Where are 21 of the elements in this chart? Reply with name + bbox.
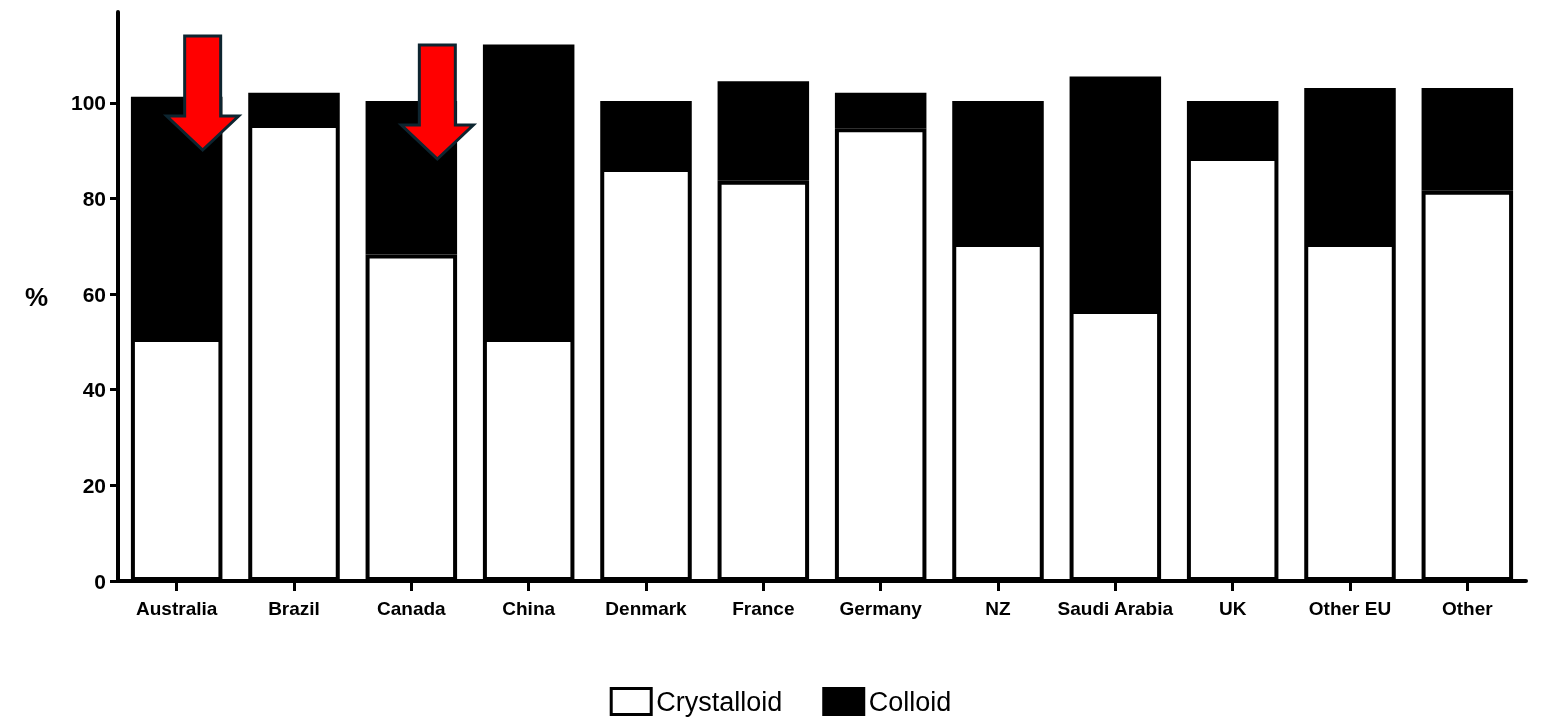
y-tick-label: 20 <box>82 473 106 497</box>
y-tick-label: 60 <box>82 282 106 306</box>
legend-label: Colloid <box>868 686 952 717</box>
x-tick-label: Other EU <box>1308 598 1392 619</box>
x-tick-label: Germany <box>839 598 923 619</box>
y-tick-label: 100 <box>70 91 106 115</box>
x-tick-label: Australia <box>136 598 218 619</box>
legend-label: Crystalloid <box>656 686 783 717</box>
y-axis-title: % <box>24 281 48 312</box>
y-tick-label: 0 <box>94 569 106 593</box>
y-tick-label: 40 <box>82 378 106 402</box>
x-tick-label: NZ <box>985 598 1012 619</box>
y-tick-label: 80 <box>82 186 106 210</box>
x-tick-label: Denmark <box>605 598 688 619</box>
x-tick-label: Other <box>1441 598 1494 619</box>
x-tick-label: Saudi Arabia <box>1057 598 1174 619</box>
x-tick-label: China <box>502 598 556 619</box>
x-tick-label: Brazil <box>268 598 320 619</box>
x-tick-label: Canada <box>377 598 447 619</box>
x-tick-label: UK <box>1218 598 1247 619</box>
x-tick-label: France <box>732 598 795 619</box>
